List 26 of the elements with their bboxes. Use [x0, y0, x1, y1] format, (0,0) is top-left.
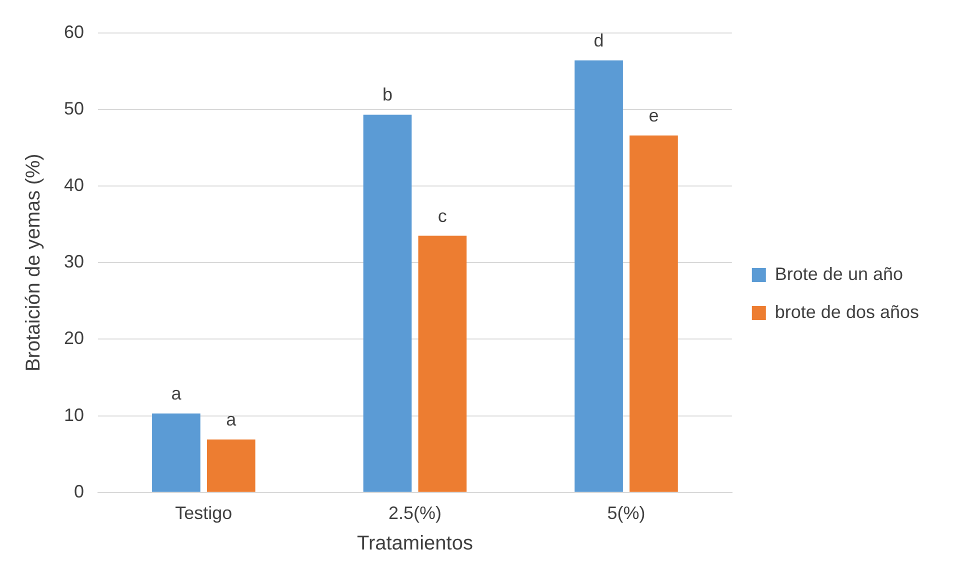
x-axis-title: Tratamientos	[356, 532, 473, 555]
annotation: e	[648, 105, 659, 126]
y-axis-title: Brotaición de yemas (%)	[22, 154, 45, 372]
x-tick-label: 5(%)	[607, 503, 646, 524]
x-tick-label: Testigo	[175, 503, 232, 524]
y-tick-label: 40	[64, 174, 84, 195]
legend-label: brote de dos años	[774, 302, 920, 322]
y-tick-label: 60	[64, 22, 84, 42]
annotation: a	[171, 383, 182, 404]
bar	[418, 236, 467, 492]
bar	[363, 114, 412, 492]
legend-label: Brote de un año	[774, 264, 904, 284]
annotation: b	[382, 84, 392, 105]
y-tick-label: 10	[64, 404, 84, 425]
annotation: a	[226, 410, 238, 430]
annotation: d	[594, 30, 604, 50]
y-tick-label: 0	[74, 481, 84, 502]
x-tick-label: 2.5(%)	[388, 503, 442, 524]
y-tick-label: 30	[64, 252, 84, 272]
bar	[152, 414, 200, 492]
y-tick-label: 20	[64, 328, 84, 348]
y-tick-label: 50	[64, 98, 84, 118]
bar	[574, 60, 623, 492]
annotation: c	[438, 206, 447, 226]
bar	[630, 135, 678, 492]
bar	[206, 440, 256, 492]
